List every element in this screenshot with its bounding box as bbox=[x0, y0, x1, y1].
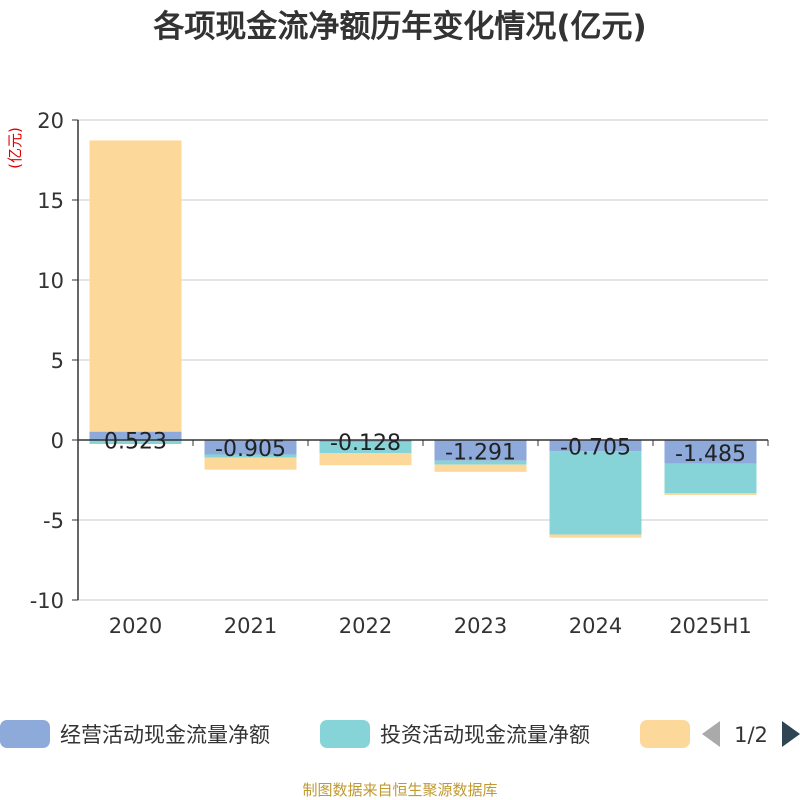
bar-segment bbox=[89, 140, 182, 432]
bar-segment bbox=[319, 442, 412, 454]
data-label: -0.128 bbox=[330, 431, 401, 456]
x-tick-label: 2021 bbox=[224, 614, 277, 638]
bar-segment bbox=[549, 451, 642, 535]
y-tick-label: 5 bbox=[51, 349, 64, 373]
bar-segment bbox=[89, 440, 182, 444]
legend-swatch[interactable] bbox=[320, 720, 370, 748]
y-tick-label: 0 bbox=[51, 429, 64, 453]
y-tick-label: 10 bbox=[37, 269, 64, 293]
legend-page-indicator: 1/2 bbox=[734, 723, 768, 747]
bar-segment bbox=[204, 440, 297, 455]
legend-next-page-icon[interactable] bbox=[782, 721, 800, 747]
y-tick-label: 20 bbox=[37, 109, 64, 133]
y-axis-unit-label: (亿元) bbox=[6, 127, 24, 169]
legend-swatch[interactable] bbox=[640, 720, 690, 748]
legend: 经营活动现金流量净额 投资活动现金流量净额 1/2 bbox=[0, 720, 800, 748]
data-label: -1.291 bbox=[445, 440, 516, 465]
legend-label[interactable]: 投资活动现金流量净额 bbox=[380, 723, 590, 747]
chart-title: 各项现金流净额历年变化情况(亿元) bbox=[152, 9, 646, 45]
legend-label[interactable]: 经营活动现金流量净额 bbox=[60, 723, 270, 747]
axes: 20 15 10 5 0 -5 -10 2020 2021 2022 2023 2024 2025H1 bbox=[30, 109, 769, 638]
data-label: -0.905 bbox=[215, 437, 286, 462]
bar-segment bbox=[664, 440, 757, 464]
y-tick-label: 15 bbox=[37, 189, 64, 213]
bar-segment bbox=[319, 440, 412, 443]
x-tick-label: 2020 bbox=[109, 614, 162, 638]
bar-segment bbox=[549, 440, 642, 452]
y-tick-label: -10 bbox=[30, 589, 64, 613]
x-tick-label: 2025H1 bbox=[669, 614, 752, 638]
bar-segment bbox=[89, 431, 182, 440]
bar-segment bbox=[664, 463, 757, 494]
data-labels: 0.523 -0.905 -0.128 -1.291 -0.705 -1.485 bbox=[104, 430, 746, 467]
x-tick-label: 2023 bbox=[454, 614, 507, 638]
y-tick-label: -5 bbox=[43, 509, 64, 533]
data-label: 0.523 bbox=[104, 430, 167, 455]
data-label: -1.485 bbox=[675, 442, 746, 467]
source-note: 制图数据来自恒生聚源数据库 bbox=[302, 781, 497, 799]
x-tick-label: 2024 bbox=[569, 614, 622, 638]
x-tick-label: 2022 bbox=[339, 614, 392, 638]
bar-segment bbox=[434, 464, 527, 472]
legend-swatch[interactable] bbox=[0, 720, 50, 748]
bar-segment bbox=[549, 534, 642, 538]
bar-segment bbox=[664, 493, 757, 495]
bar-segment bbox=[319, 453, 412, 466]
bars bbox=[89, 140, 757, 538]
bar-segment bbox=[204, 454, 297, 458]
bar-segment bbox=[204, 457, 297, 470]
bar-segment bbox=[434, 440, 527, 461]
legend-prev-page-icon[interactable] bbox=[702, 721, 720, 747]
data-label: -0.705 bbox=[560, 436, 631, 461]
bar-segment bbox=[434, 460, 527, 465]
